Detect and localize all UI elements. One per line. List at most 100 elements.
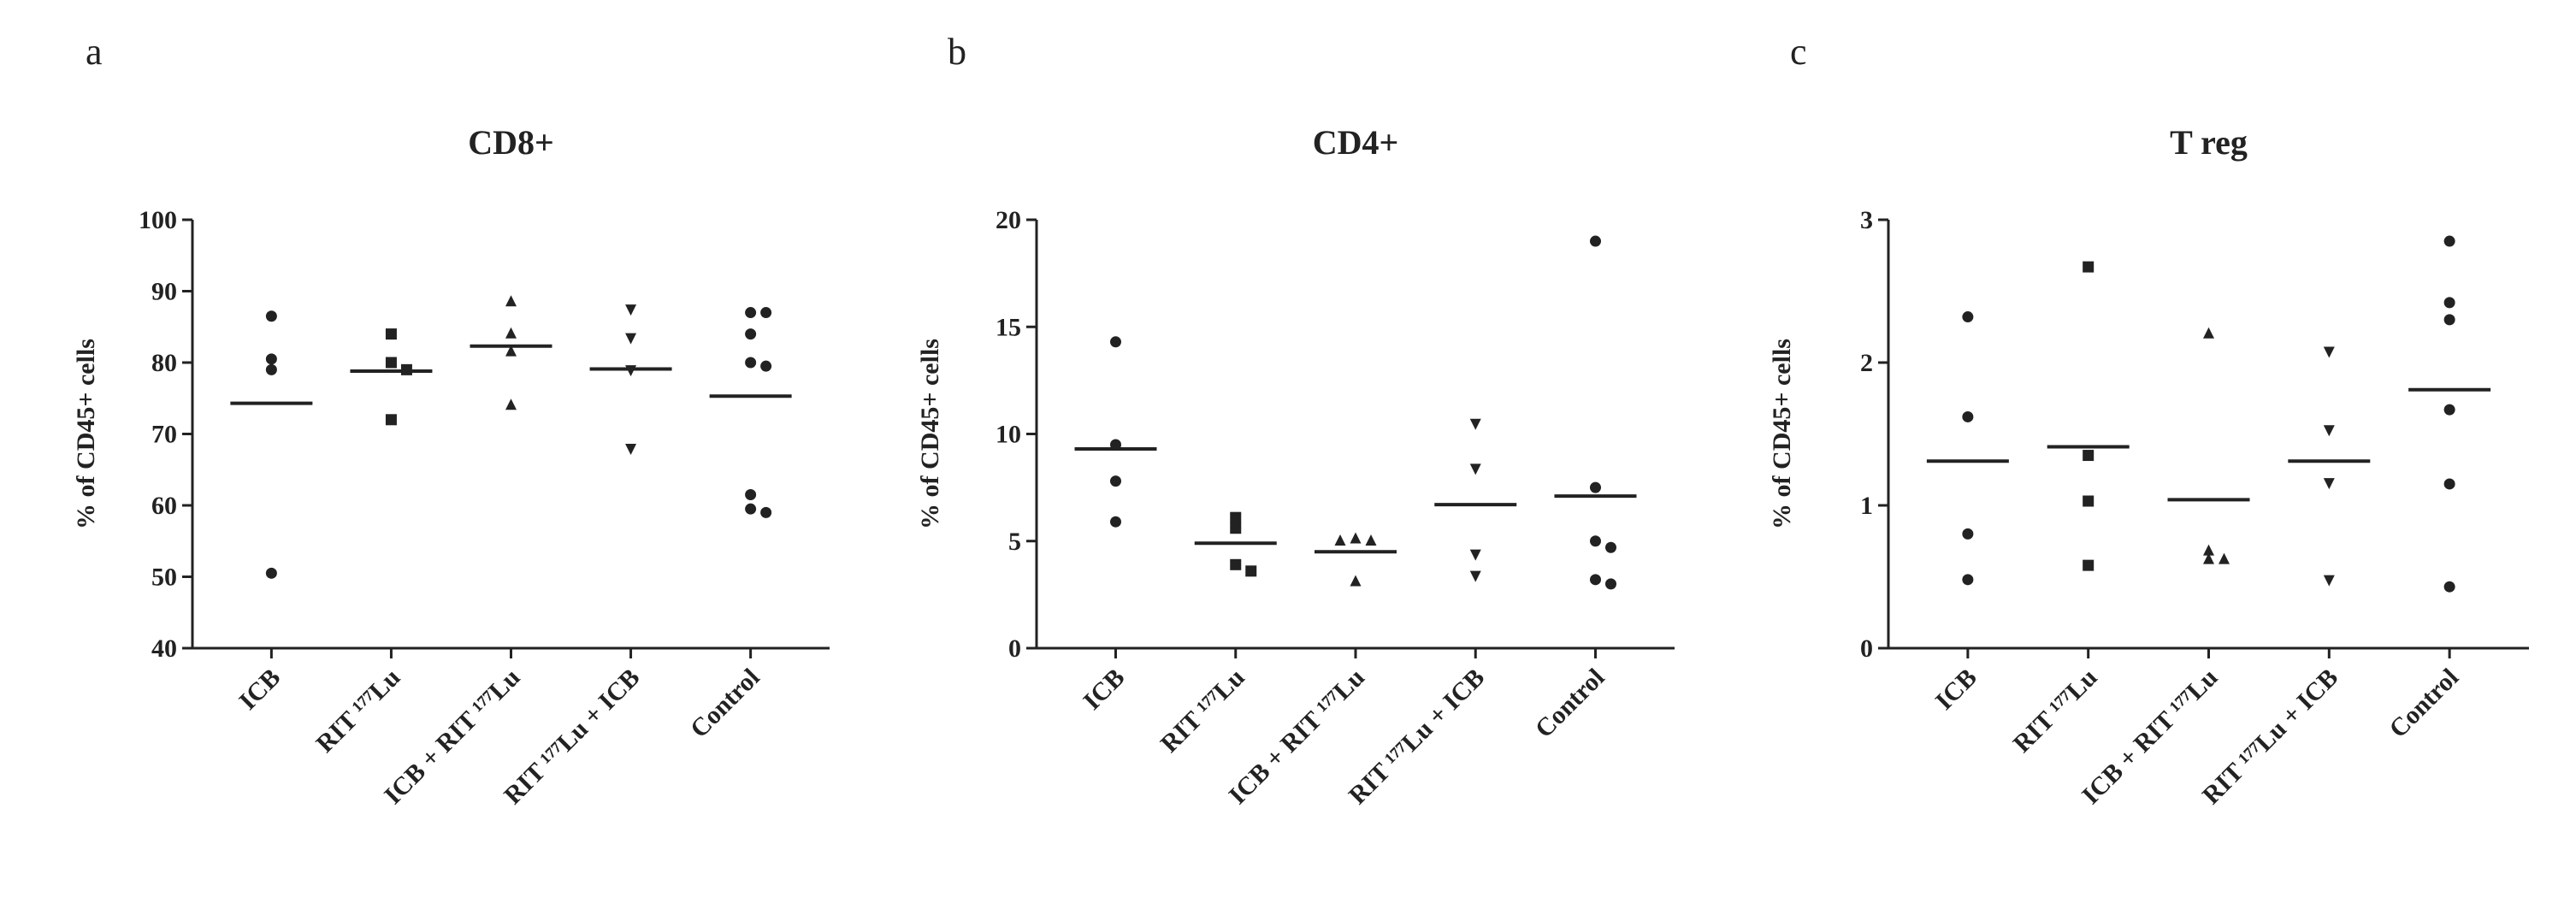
- y-tick-label: 5: [1008, 528, 1021, 556]
- x-tick-label: Control: [1530, 664, 1610, 744]
- y-tick-label: 90: [151, 278, 177, 306]
- data-point: [745, 328, 757, 340]
- data-point: [2083, 261, 2094, 273]
- panel-letter: a: [86, 31, 103, 73]
- data-point: [1230, 558, 1242, 570]
- data-point: [1350, 575, 1362, 587]
- y-tick-label: 50: [151, 564, 177, 592]
- data-point: [505, 398, 517, 410]
- data-point: [760, 307, 772, 319]
- data-point: [505, 295, 517, 307]
- data-point: [1962, 574, 1974, 586]
- data-point: [625, 444, 637, 455]
- data-point: [505, 327, 517, 339]
- data-point: [1589, 574, 1601, 586]
- x-tick-label: RIT ¹⁷⁷Lu: [1155, 664, 1250, 758]
- y-tick-label: 100: [139, 206, 177, 234]
- panel-letter: c: [1790, 31, 1807, 73]
- data-point: [1962, 410, 1974, 422]
- chart-title: CD4+: [1313, 123, 1399, 162]
- data-point: [1469, 549, 1481, 561]
- data-point: [1589, 535, 1601, 547]
- y-tick-label: 80: [151, 349, 177, 377]
- data-point: [2443, 581, 2455, 593]
- data-point: [1334, 534, 1346, 546]
- data-point: [2323, 346, 2335, 358]
- x-tick-label: Control: [2384, 664, 2464, 744]
- x-tick-label: ICB: [233, 664, 286, 716]
- data-point: [745, 488, 757, 500]
- data-point: [1589, 235, 1601, 247]
- chart-title: T reg: [2170, 123, 2248, 162]
- data-point: [385, 414, 397, 426]
- data-point: [1110, 336, 1122, 348]
- y-tick-label: 10: [996, 421, 1021, 449]
- panel-letter: b: [948, 31, 966, 73]
- data-point: [760, 360, 772, 372]
- data-point: [1962, 528, 1974, 540]
- y-axis-label: % of CD45+ cells: [916, 339, 944, 529]
- x-tick-label: ICB: [1930, 664, 1982, 716]
- x-tick-label: RIT ¹⁷⁷Lu: [310, 664, 405, 758]
- data-point: [1604, 541, 1616, 553]
- y-axis-label: % of CD45+ cells: [1768, 339, 1796, 529]
- data-point: [2203, 552, 2214, 564]
- data-point: [2443, 297, 2455, 309]
- y-axis-label: % of CD45+ cells: [72, 339, 100, 529]
- data-point: [2083, 495, 2094, 507]
- data-point: [265, 310, 277, 322]
- data-point: [625, 365, 637, 377]
- data-point: [1604, 578, 1616, 590]
- data-point: [2443, 314, 2455, 326]
- panel: b CD4+ % of CD45+ cells 0 5 10 15 20 ICB RIT ¹⁷⁷L…: [916, 31, 1675, 810]
- y-tick-label: 60: [151, 492, 177, 520]
- data-point: [1350, 532, 1362, 544]
- data-point: [385, 357, 397, 369]
- data-point: [1110, 516, 1122, 528]
- data-point: [1230, 511, 1242, 523]
- panel: a CD8+ % of CD45+ cells 40 50 60 70 80 90 100 ICB R…: [72, 31, 830, 810]
- y-tick-label: 2: [1860, 349, 1873, 377]
- data-point: [2083, 450, 2094, 462]
- x-tick-label: ICB: [1078, 664, 1130, 716]
- data-point: [2323, 575, 2335, 587]
- data-point: [1469, 418, 1481, 430]
- data-point: [2443, 235, 2455, 247]
- data-point: [745, 357, 757, 369]
- data-point: [1962, 311, 1974, 323]
- data-point: [505, 345, 517, 357]
- y-tick-label: 0: [1860, 634, 1873, 663]
- y-tick-label: 20: [996, 206, 1021, 234]
- data-point: [385, 328, 397, 340]
- y-tick-label: 0: [1008, 634, 1021, 663]
- data-point: [1469, 570, 1481, 582]
- data-point: [2203, 544, 2214, 556]
- chart-title: CD8+: [468, 123, 554, 162]
- data-point: [2323, 478, 2335, 490]
- data-point: [1469, 463, 1481, 475]
- data-point: [760, 506, 772, 518]
- data-point: [2443, 478, 2455, 490]
- data-point: [265, 353, 277, 365]
- y-tick-label: 15: [996, 313, 1021, 341]
- data-point: [265, 567, 277, 579]
- data-point: [2443, 404, 2455, 416]
- data-point: [1110, 439, 1122, 451]
- data-point: [625, 333, 637, 345]
- x-tick-label: RIT ¹⁷⁷Lu: [2008, 664, 2103, 758]
- data-point: [625, 304, 637, 316]
- data-point: [265, 363, 277, 375]
- data-point: [400, 363, 412, 375]
- y-tick-label: 70: [151, 421, 177, 449]
- x-tick-label: Control: [685, 664, 765, 744]
- data-point: [1365, 534, 1377, 546]
- data-point: [1589, 481, 1601, 493]
- data-point: [2323, 425, 2335, 437]
- y-tick-label: 3: [1860, 206, 1873, 234]
- data-point: [745, 503, 757, 515]
- data-point: [2203, 327, 2214, 339]
- data-point: [1110, 475, 1122, 487]
- data-point: [2219, 552, 2230, 564]
